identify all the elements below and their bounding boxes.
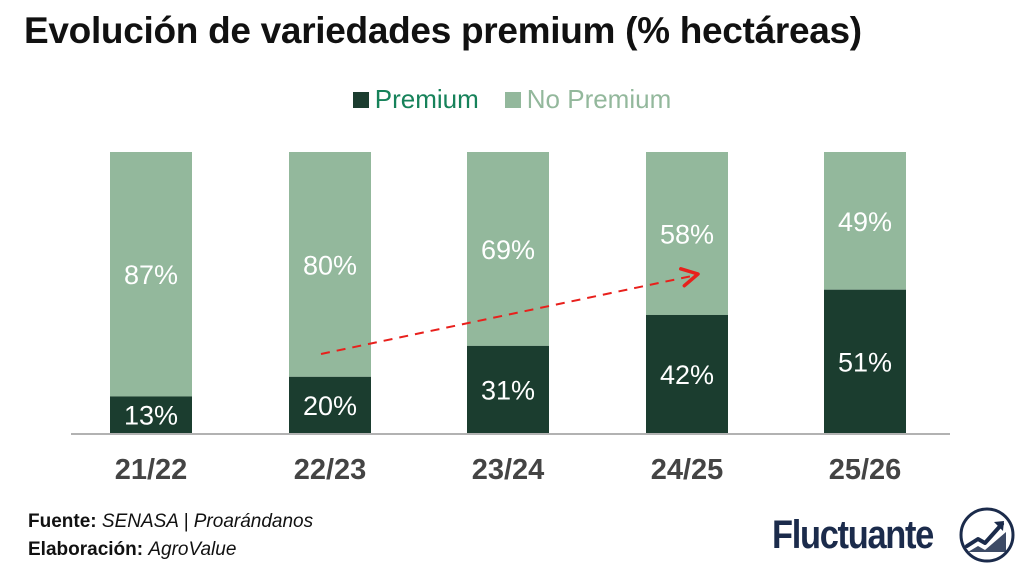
- brand-name: Fluctuante: [772, 512, 934, 557]
- x-tick-label: 25/26: [829, 454, 902, 486]
- chart-legend: Premium No Premium: [0, 84, 1024, 115]
- bar-no-premium-21-22: [110, 152, 192, 397]
- legend-item-premium: Premium: [352, 84, 479, 115]
- credit-line: Elaboración: AgroValue: [28, 536, 313, 564]
- bar-no-premium-23-24: [467, 152, 549, 346]
- data-label-no-premium: 80%: [303, 250, 357, 280]
- legend-swatch-no-premium: [504, 91, 521, 108]
- brand-logo: Fluctuante: [772, 506, 1016, 564]
- data-label-no-premium: 58%: [660, 219, 714, 249]
- x-tick-label: 22/23: [294, 454, 367, 486]
- credit-value: AgroValue: [148, 539, 237, 560]
- bar-premium-25-26: [824, 289, 906, 433]
- data-label-premium: 31%: [481, 375, 535, 405]
- bar-premium-23-24: [467, 345, 549, 433]
- trend-arrowhead-icon: [679, 267, 700, 288]
- fluctuante-logo-icon: [959, 507, 1015, 563]
- legend-item-no-premium: No Premium: [504, 84, 672, 115]
- bar-no-premium-24-25: [646, 152, 728, 315]
- source-value: SENASA | Proarándanos: [101, 511, 314, 532]
- data-label-premium: 51%: [838, 347, 892, 377]
- source-label: Fuente:: [28, 511, 97, 532]
- data-label-no-premium: 87%: [124, 260, 178, 290]
- data-label-premium: 42%: [660, 360, 714, 390]
- bar-premium-22-23: [289, 376, 371, 433]
- credit-label: Elaboración:: [28, 539, 144, 560]
- data-label-no-premium: 69%: [481, 235, 535, 265]
- source-line: Fuente: SENASA | Proarándanos: [28, 508, 313, 536]
- x-tick-label: 21/22: [115, 454, 188, 486]
- legend-label-no-premium: No Premium: [526, 84, 672, 114]
- bar-premium-21-22: [110, 396, 192, 433]
- footer: Fuente: SENASA | Proarándanos Elaboració…: [28, 508, 313, 564]
- data-label-premium: 13%: [124, 401, 178, 431]
- x-tick-label: 23/24: [472, 454, 545, 486]
- x-tick-label: 24/25: [651, 454, 724, 486]
- legend-swatch-premium: [352, 91, 369, 108]
- bar-no-premium-22-23: [289, 152, 371, 377]
- bar-no-premium-25-26: [824, 152, 906, 290]
- legend-label-premium: Premium: [374, 84, 479, 114]
- data-label-premium: 20%: [303, 391, 357, 421]
- data-label-no-premium: 49%: [838, 207, 892, 237]
- stacked-bar-chart: 87% 13% 21/22 80% 20% 22/23 69% 31% 23/24 58% 42% 2…: [71, 152, 950, 486]
- chart-title: Evolución de variedades premium (% hectá…: [24, 10, 862, 51]
- bar-premium-24-25: [646, 314, 728, 433]
